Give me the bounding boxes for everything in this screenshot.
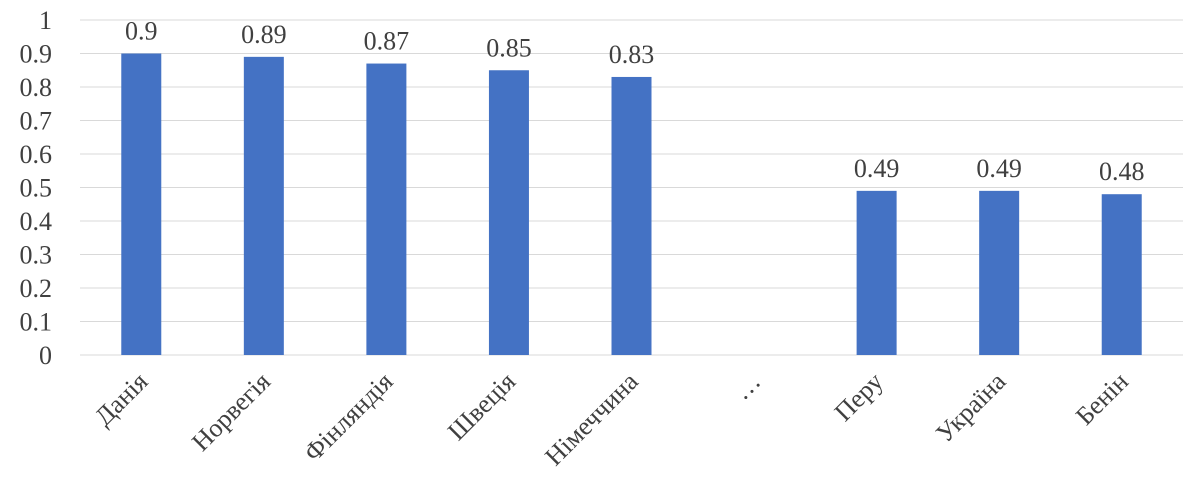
x-category-label: Перу (829, 367, 889, 427)
x-category-label: … (727, 367, 766, 406)
y-tick-label: 0.3 (20, 241, 53, 270)
x-category-label: Данія (89, 367, 154, 432)
bar (243, 56, 284, 355)
x-axis: Данія Норвегія Фінляндія Швеція Німеччина … Пе… (89, 366, 1134, 471)
data-label: 0.85 (486, 33, 532, 62)
data-label: 0.83 (609, 40, 655, 69)
data-label: 0.87 (364, 27, 410, 56)
y-tick-label: 0.5 (20, 174, 53, 203)
bars (121, 53, 1142, 356)
x-category-label: Швеція (442, 367, 521, 446)
bar (1101, 194, 1142, 355)
y-tick-label: 0.9 (20, 40, 53, 69)
x-category-label: Україна (930, 366, 1012, 448)
y-axis: 0 0.1 0.2 0.3 0.4 0.5 0.6 0.7 0.8 0.9 1 (20, 6, 53, 370)
y-tick-label: 0.4 (20, 207, 53, 236)
bar (979, 190, 1020, 355)
data-label: 0.49 (854, 154, 900, 183)
y-tick-label: 0.6 (20, 140, 53, 169)
x-category-label: Бенін (1070, 367, 1134, 431)
x-category-label: Німеччина (539, 366, 644, 471)
data-labels: 0.9 0.89 0.87 0.85 0.83 0.49 0.49 0.48 (125, 17, 1144, 187)
bar (121, 53, 162, 355)
x-category-label: Фінляндія (298, 367, 398, 467)
x-category-label: Норвегія (186, 367, 276, 457)
y-tick-label: 0.2 (20, 274, 53, 303)
bar (366, 63, 407, 356)
data-label: 0.89 (241, 20, 287, 49)
bar (488, 70, 529, 355)
data-label: 0.48 (1099, 157, 1145, 186)
data-label: 0.49 (976, 154, 1022, 183)
bar (856, 190, 897, 355)
bar (611, 76, 652, 355)
data-label: 0.9 (125, 17, 158, 46)
y-tick-label: 0 (39, 341, 52, 370)
y-tick-label: 0.1 (20, 308, 53, 337)
y-tick-label: 1 (39, 6, 52, 35)
y-tick-label: 0.8 (20, 73, 53, 102)
y-tick-label: 0.7 (20, 107, 53, 136)
